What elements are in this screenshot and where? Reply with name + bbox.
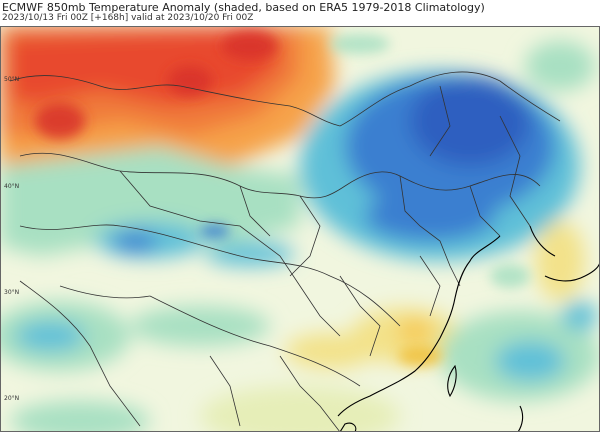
map-header: ECMWF 850mb Temperature Anomaly (shaded,… (0, 0, 600, 26)
temperature-anomaly-map: 50°N 40°N 30°N 20°N (0, 26, 600, 432)
anomaly-detail (35, 32, 530, 366)
coastline (337, 225, 600, 432)
latitude-label-30n: 30°N (4, 289, 20, 296)
map-subtitle: 2023/10/13 Fri 00Z [+168h] valid at 2023… (2, 13, 254, 23)
latitude-label-40n: 40°N (4, 183, 20, 190)
map-title: ECMWF 850mb Temperature Anomaly (shaded,… (2, 1, 485, 14)
map-canvas (0, 26, 600, 432)
latitude-label-50n: 50°N (4, 76, 20, 83)
latitude-label-20n: 20°N (4, 395, 20, 402)
boundaries (9, 71, 561, 432)
